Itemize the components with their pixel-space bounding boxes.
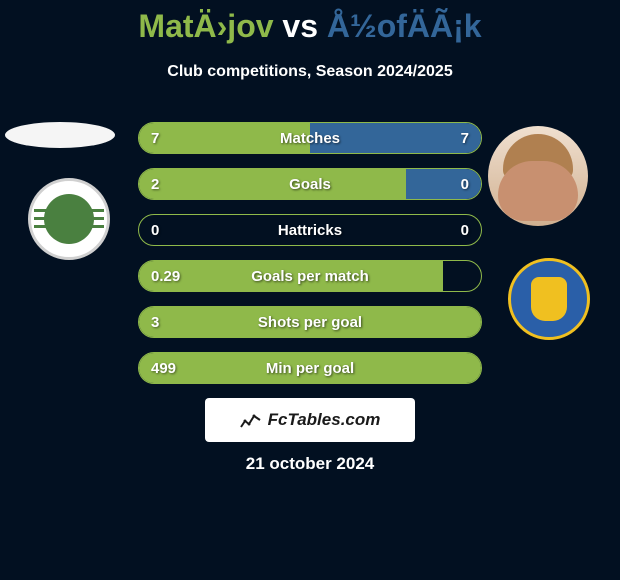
stat-label: Goals per match — [139, 268, 481, 285]
stat-label: Shots per goal — [139, 314, 481, 331]
player2-name: Å½ofÄÃ¡k — [327, 8, 482, 44]
footer-date: 21 october 2024 — [0, 454, 620, 474]
stat-row: 499Min per goal — [138, 352, 482, 384]
stat-label: Min per goal — [139, 360, 481, 377]
stat-row: 00Hattricks — [138, 214, 482, 246]
stat-label: Goals — [139, 176, 481, 193]
stat-row: 77Matches — [138, 122, 482, 154]
chart-icon — [240, 411, 262, 429]
stat-label: Matches — [139, 130, 481, 147]
comparison-title: MatÄ›jov vs Å½ofÄÃ¡k — [0, 0, 620, 45]
stat-row: 20Goals — [138, 168, 482, 200]
player1-name: MatÄ›jov — [138, 8, 273, 44]
vs-text: vs — [282, 8, 318, 44]
stat-row: 0.29Goals per match — [138, 260, 482, 292]
player2-avatar — [488, 126, 588, 226]
player2-club-logo — [508, 258, 590, 340]
player1-club-logo — [28, 178, 110, 260]
subtitle: Club competitions, Season 2024/2025 — [0, 63, 620, 81]
player1-avatar — [5, 122, 115, 148]
stats-container: 77Matches 20Goals 00Hattricks 0.29Goals per… — [138, 122, 482, 398]
stat-label: Hattricks — [139, 222, 481, 239]
link-text: FcTables.com — [268, 410, 381, 430]
stat-row: 3Shots per goal — [138, 306, 482, 338]
fctables-link[interactable]: FcTables.com — [205, 398, 415, 442]
